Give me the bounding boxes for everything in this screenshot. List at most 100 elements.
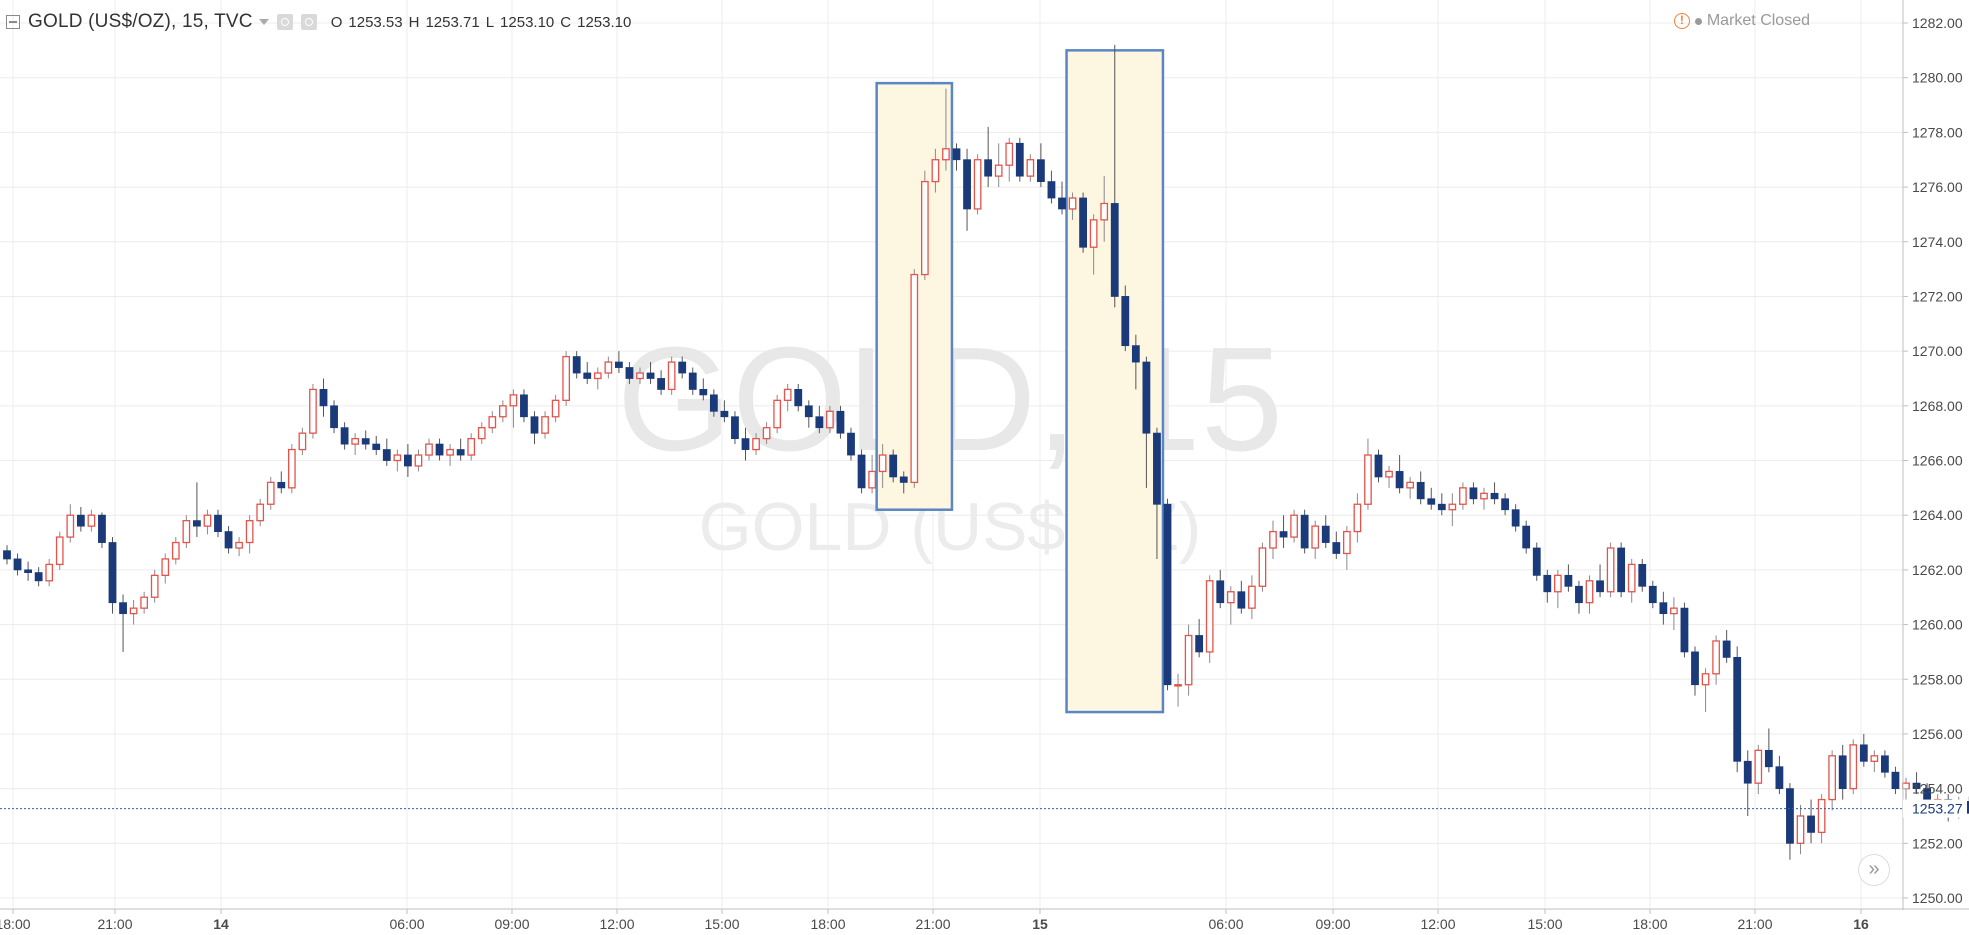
candle-body-up [1627,563,1636,593]
candle-body-down [1037,159,1045,182]
candle-body-down [340,427,349,445]
candle [1448,493,1457,527]
ohlc-low-value: 1253.10 [500,13,555,31]
candle [488,411,497,434]
candle [1026,154,1035,182]
candle [287,444,296,494]
candle-body-down [1332,542,1341,554]
candle [277,471,286,494]
warning-icon[interactable]: ! [1673,13,1690,29]
candle [1237,580,1246,614]
scroll-to-realtime-button[interactable]: » [1858,854,1890,886]
candle [1195,619,1204,658]
candle [847,427,855,461]
candle-body-up [1269,530,1277,549]
candle [1554,569,1562,609]
candle-body-up [1828,755,1836,801]
candle-body-down [1543,574,1552,593]
collapse-icon[interactable] [6,15,20,29]
candle [55,531,64,570]
candle-body-down [1300,514,1309,549]
candle-body-down [1237,591,1246,609]
candle [720,400,729,423]
y-tick-label: 1274.00 [1912,234,1963,250]
candle [1226,586,1235,625]
candle [1005,137,1014,182]
candle [878,444,887,488]
candle-body-down [1859,744,1868,762]
candle-body-up [1174,684,1182,687]
x-tick-label: 21:00 [97,916,132,932]
candle-body-down [1216,580,1225,604]
candle-body-down [857,454,866,489]
eye-icon[interactable] [300,14,317,30]
candle [1701,668,1710,713]
candle-body-up [414,454,423,467]
y-tick-label: 1262.00 [1912,562,1963,578]
candle-body-down [1881,755,1889,773]
candle [66,504,75,543]
x-tick-label: 16 [1853,916,1869,932]
candle-body-down [76,514,85,527]
candle [76,506,85,532]
candle-body-down [403,454,412,467]
candle-body-up [1701,673,1710,686]
y-tick-label: 1264.00 [1912,507,1963,523]
candle [161,553,170,584]
candle-body-up [498,405,507,418]
candle [1395,455,1404,494]
candle [340,422,349,450]
candle [1585,575,1594,614]
candle [1205,575,1214,663]
candle [1343,526,1351,570]
candle-body-down [3,550,11,560]
x-tick-label: 09:00 [494,916,529,932]
candle [509,389,518,428]
settings-icon[interactable] [276,14,293,30]
candle-body-up [773,399,782,429]
candle [826,405,834,434]
x-tick-label: 21:00 [915,916,950,932]
candle-body-down [1680,607,1689,653]
candle-body-up [878,454,887,473]
candle [1511,504,1520,532]
y-tick-label: 1266.00 [1912,453,1963,469]
y-tick-label: 1272.00 [1912,288,1963,304]
candle-body-up [762,427,771,440]
candle-body-up [1205,580,1214,653]
candle-body-up [1870,755,1879,762]
candle-body-up [55,536,64,566]
candle [804,400,813,428]
candle-body-down [625,367,634,379]
candle [1184,624,1193,696]
candle [1849,739,1858,795]
candle [1764,728,1773,773]
candle-body-up [868,470,876,489]
candle [467,433,476,461]
candle [1258,542,1267,592]
chevron-down-icon[interactable] [258,19,269,25]
candle [1416,471,1425,505]
candle-body-up [1902,782,1910,790]
candle [372,435,381,456]
candle-body-down [572,356,581,374]
candle-body-down [1131,345,1140,363]
candle [541,411,549,439]
candle [256,498,265,527]
candle-body-up [921,180,929,276]
candle [1248,575,1256,620]
candle [1743,750,1752,816]
candle-body-down [1522,525,1531,549]
y-tick-label: 1254.00 [1912,781,1963,797]
candle [1469,482,1478,505]
symbol-title[interactable]: GOLD (US$/OZ), 15, TVC [28,11,253,32]
candle [952,143,961,171]
candle [87,509,96,532]
candle [403,444,412,477]
candle [203,509,212,535]
candle [1627,558,1636,603]
candle-body-up [1459,487,1467,505]
candle-body-down [699,389,708,396]
candle [1606,542,1615,598]
